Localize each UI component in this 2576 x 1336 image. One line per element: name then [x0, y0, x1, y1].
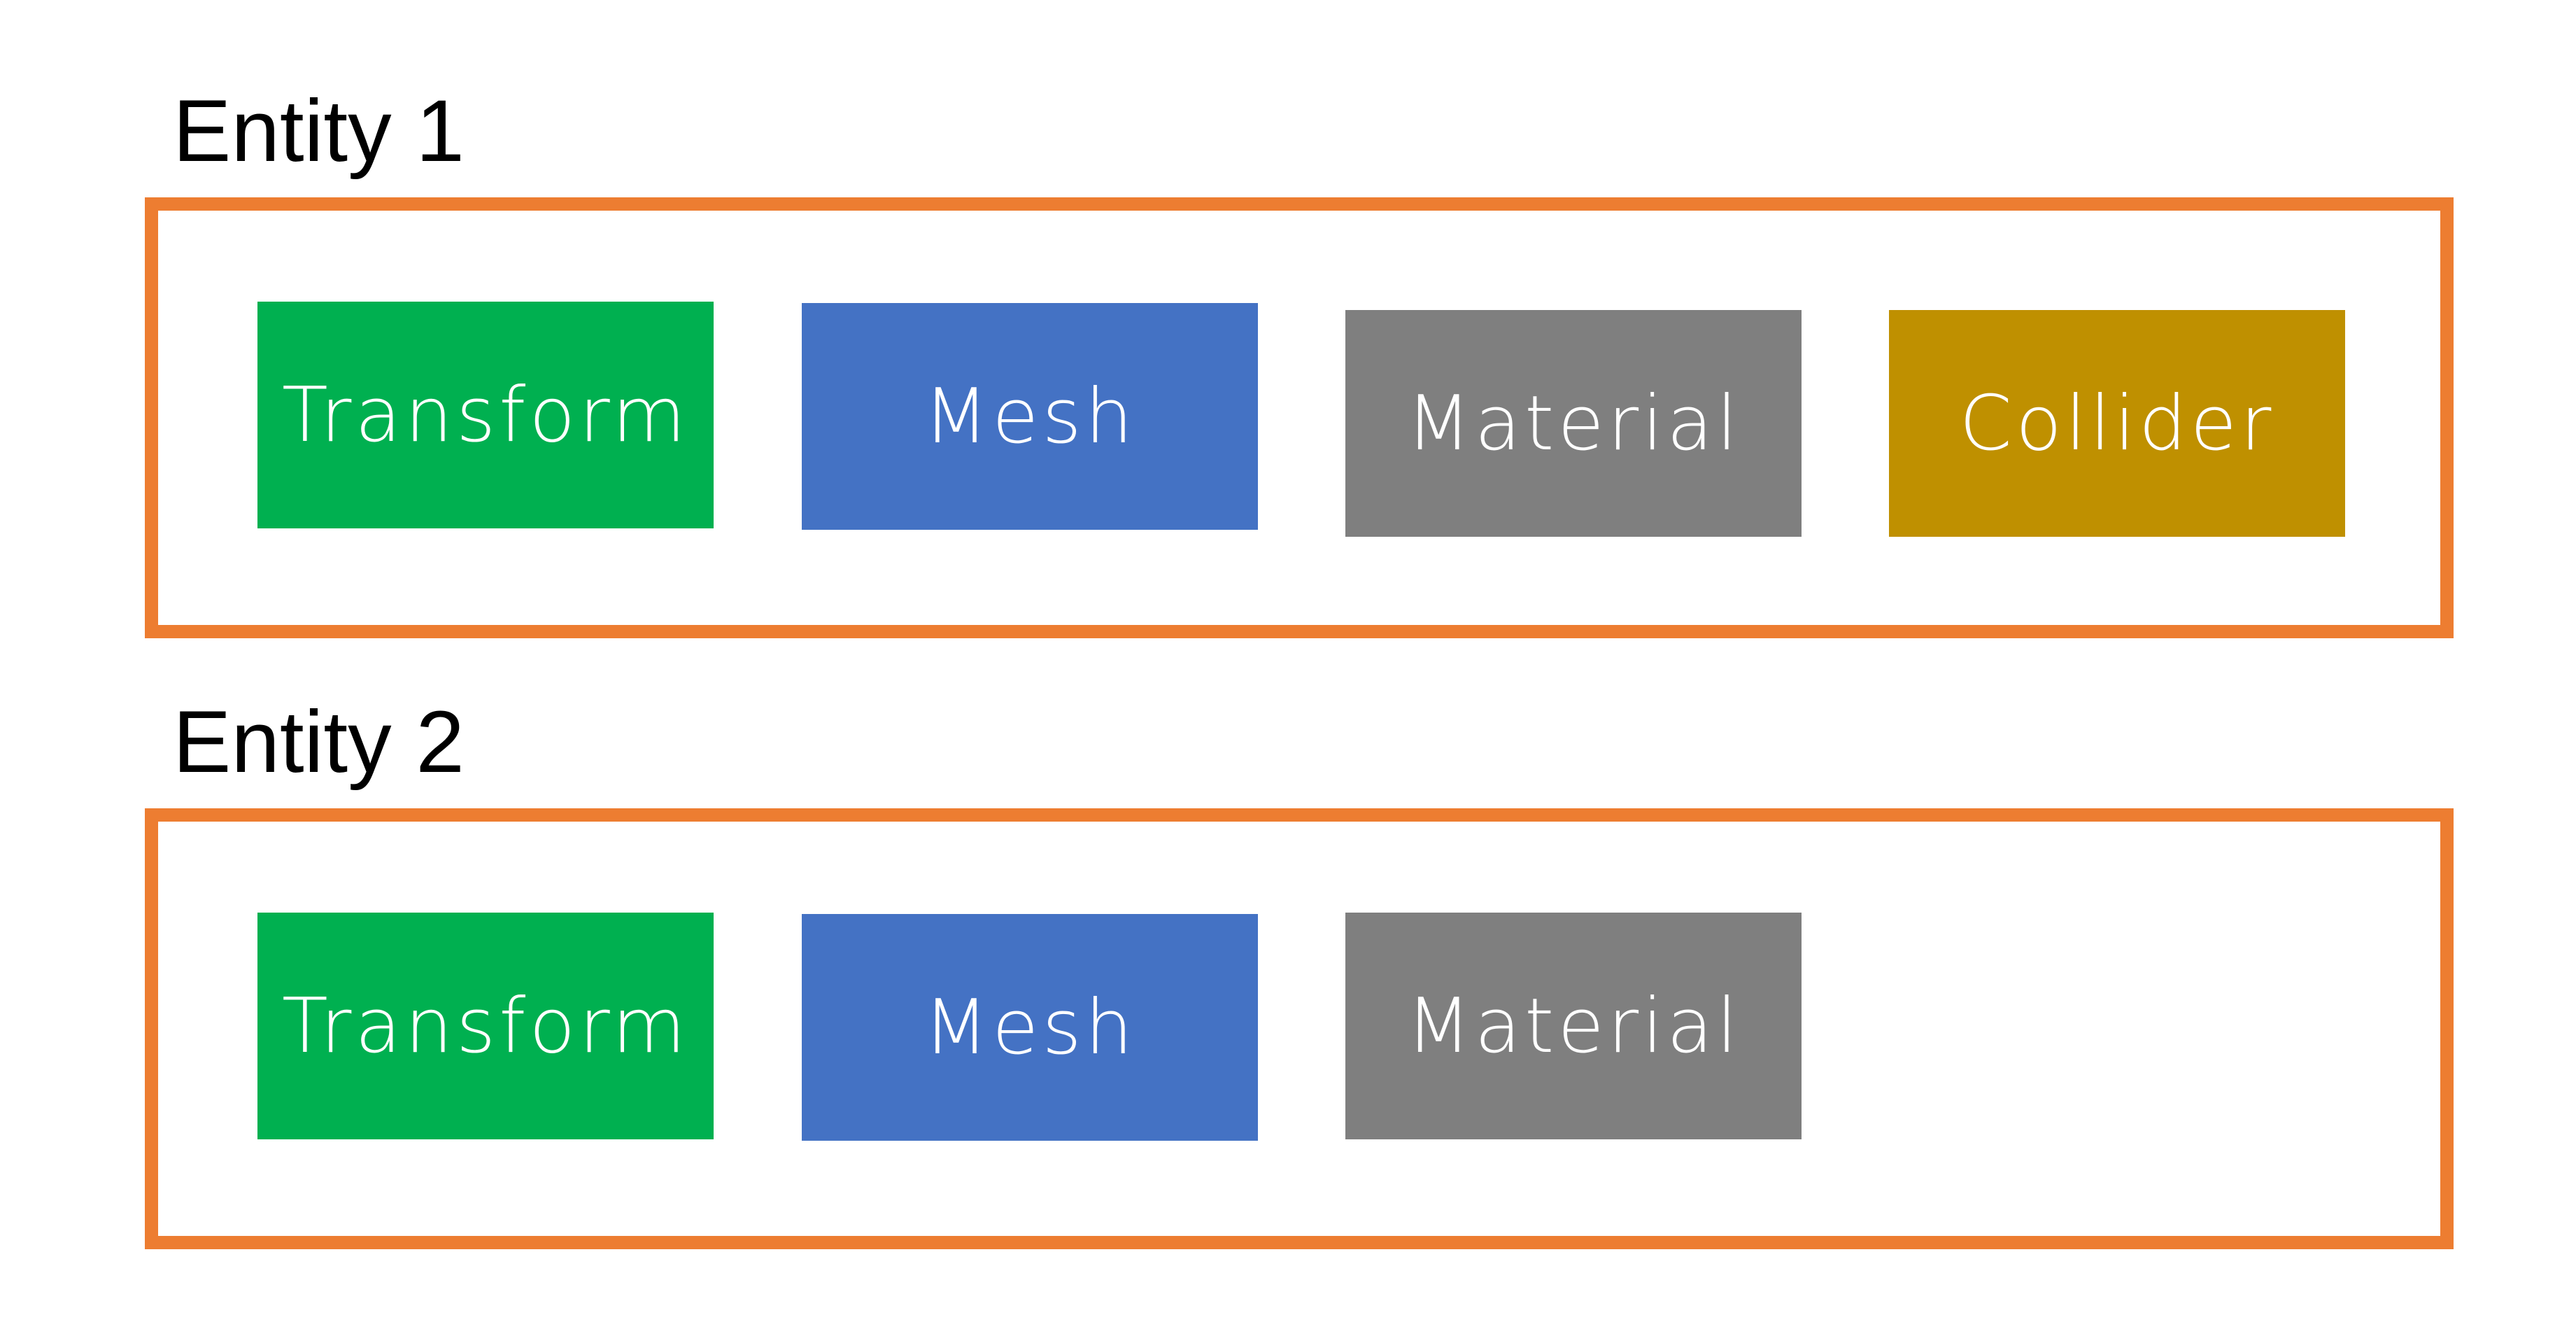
entity-2-box: Transform Mesh Material: [145, 808, 2454, 1249]
entity-1-material-component: Material: [1345, 310, 1802, 537]
entity-1-transform-component: Transform: [257, 302, 714, 528]
entity-1-collider-component: Collider: [1889, 310, 2345, 537]
entity-2-transform-component: Transform: [257, 913, 714, 1139]
entity-2-title: Entity 2: [173, 694, 465, 791]
entity-2-mesh-component: Mesh: [802, 914, 1258, 1141]
entity-1-title: Entity 1: [173, 83, 465, 180]
entity-1-mesh-component: Mesh: [802, 303, 1258, 530]
entity-1-box: Transform Mesh Material Collider: [145, 197, 2454, 638]
entity-2-material-component: Material: [1345, 913, 1802, 1139]
